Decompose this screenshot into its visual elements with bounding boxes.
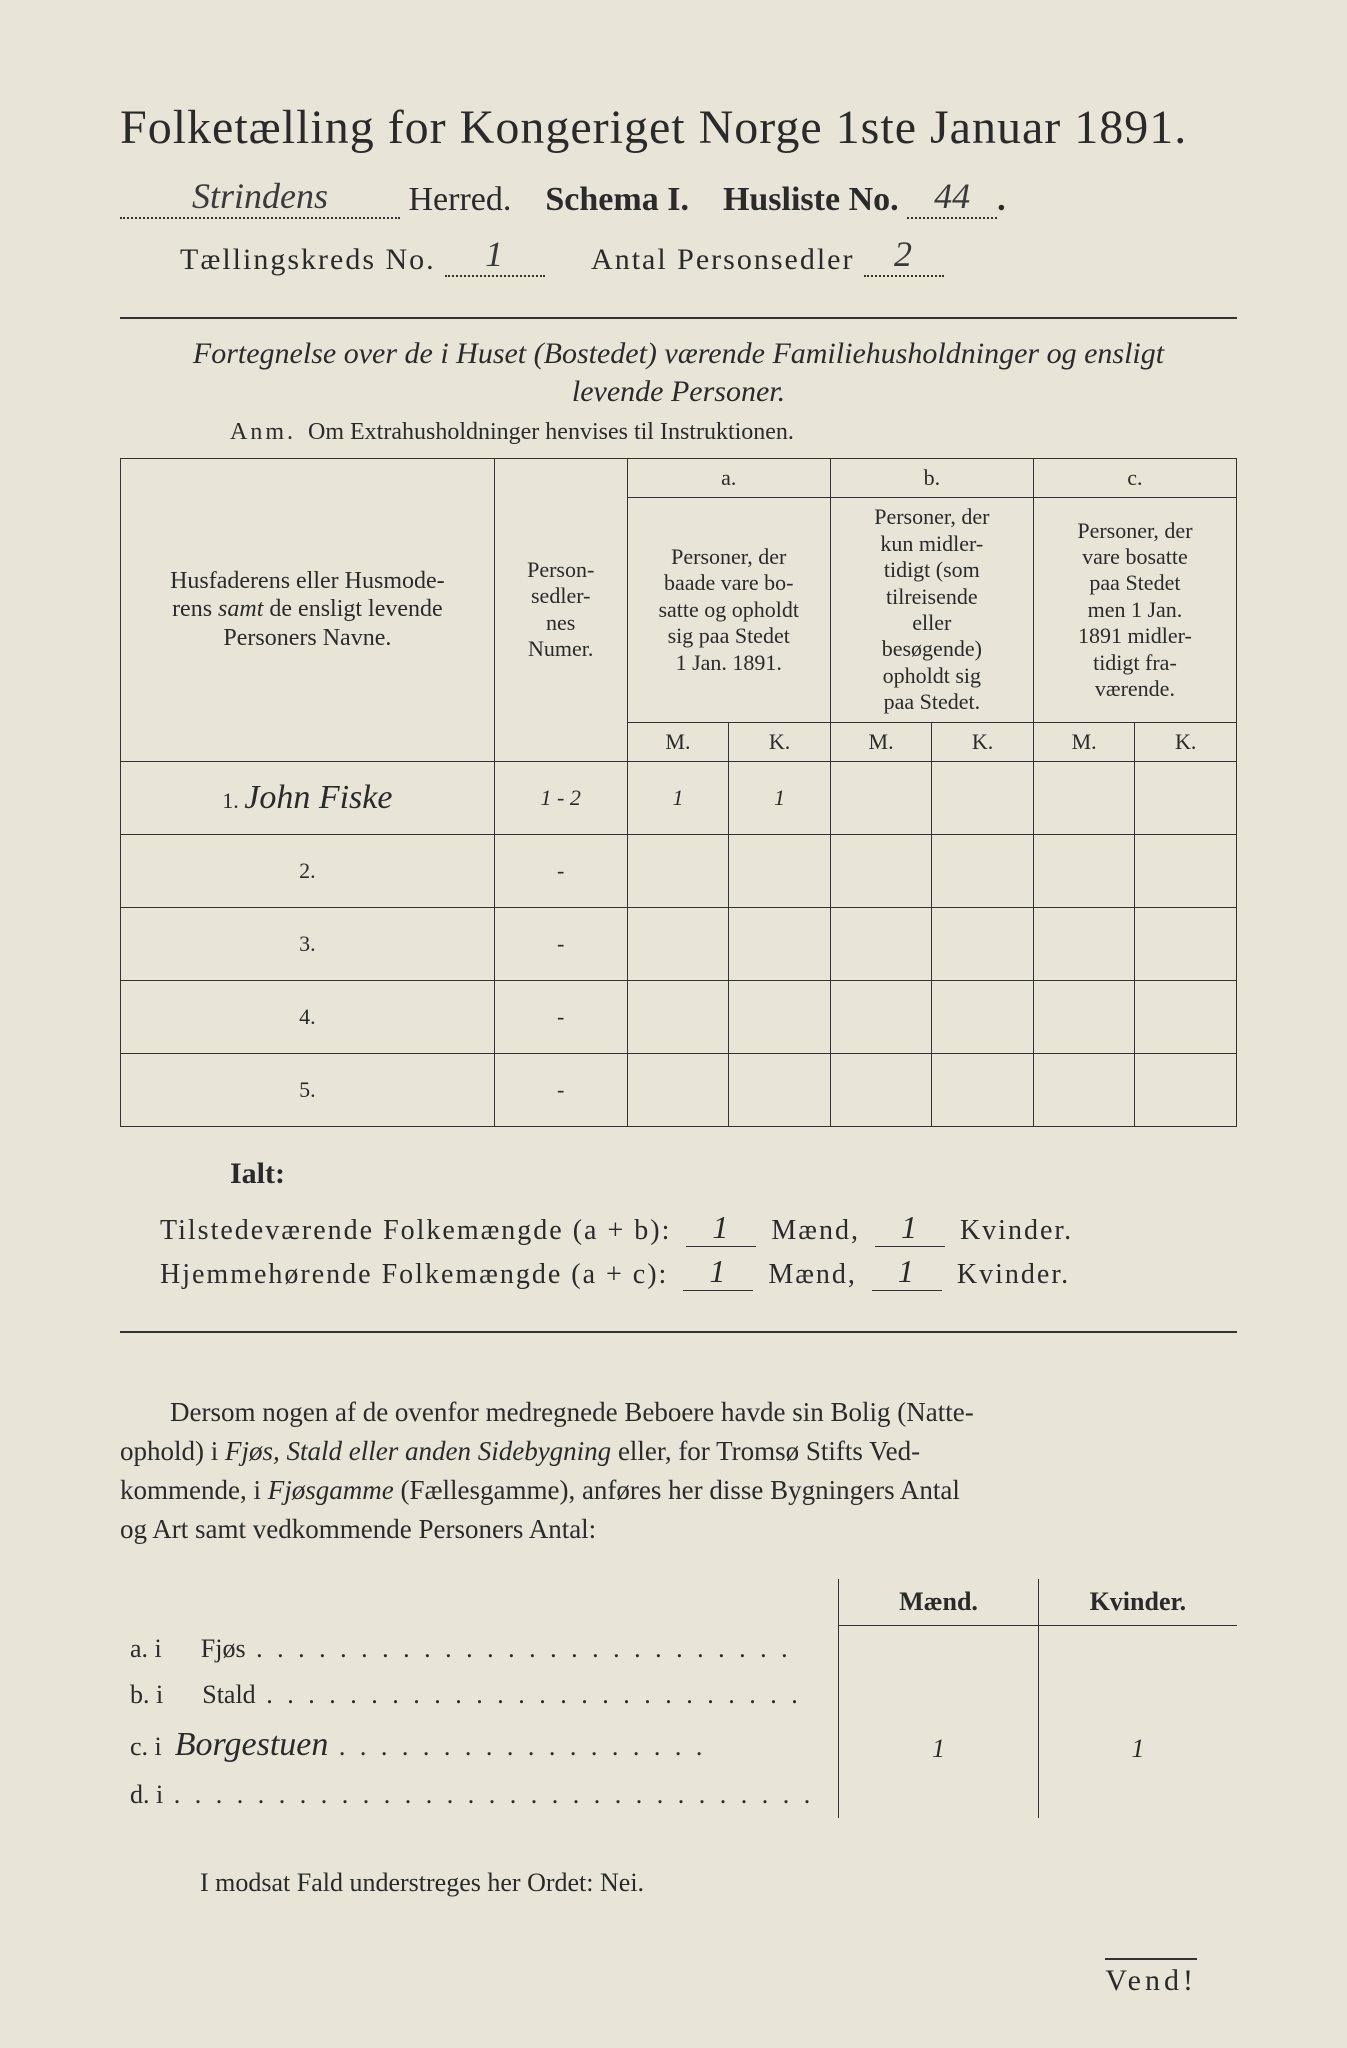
- col-a-m: M.: [627, 722, 729, 761]
- col-b-m: M.: [830, 722, 932, 761]
- husliste-field: 44: [907, 175, 997, 219]
- main-table: Husfaderens eller Husmode-rens samt de e…: [120, 458, 1237, 1127]
- sum2-m: 1: [683, 1253, 753, 1291]
- lower-maend-header: Mænd.: [839, 1579, 1038, 1626]
- col-c-k: K.: [1135, 722, 1237, 761]
- row-2-num: -: [494, 834, 627, 907]
- row-1-am: 1: [627, 761, 729, 834]
- lower-row: d. i . . . . . . . . . . . . . . . . . .…: [120, 1772, 1237, 1818]
- personsedler-field: 2: [864, 233, 944, 277]
- header-line-3: Tællingskreds No. 1 Antal Personsedler 2: [120, 233, 1237, 277]
- herred-field: Strindens: [120, 175, 400, 219]
- sum1-m: 1: [686, 1209, 756, 1247]
- sum1-label: Tilstedeværende Folkemængde (a + b):: [160, 1215, 671, 1246]
- row-2-name: 2.: [121, 834, 495, 907]
- table-row: 1. John Fiske 1 - 2 1 1: [121, 761, 1237, 834]
- row-1-num: 1 - 2: [494, 761, 627, 834]
- schema-label: Schema I.: [545, 181, 689, 218]
- husliste-label: Husliste No.: [723, 181, 899, 218]
- row-1-bm: [830, 761, 932, 834]
- row-3-name: 3.: [121, 907, 495, 980]
- census-form: Folketælling for Kongeriget Norge 1ste J…: [0, 0, 1347, 2018]
- sum-line-2: Hjemmehørende Folkemængde (a + c): 1 Mæn…: [160, 1253, 1237, 1291]
- row-1-ck: [1135, 761, 1237, 834]
- col-b-k: K.: [932, 722, 1034, 761]
- row-1-cm: [1033, 761, 1135, 834]
- col-c-top: c.: [1033, 459, 1236, 498]
- row-4-num: -: [494, 980, 627, 1053]
- table-row: 3. -: [121, 907, 1237, 980]
- sum2-k: 1: [872, 1253, 942, 1291]
- subtitle-2: levende Personer.: [120, 375, 1237, 409]
- page-title: Folketælling for Kongeriget Norge 1ste J…: [120, 100, 1237, 155]
- col-c-m: M.: [1033, 722, 1135, 761]
- sum2-label: Hjemmehørende Folkemængde (a + c):: [160, 1259, 668, 1290]
- col-name-header: Husfaderens eller Husmode-rens samt de e…: [121, 459, 495, 762]
- col-b-header: Personer, derkun midler-tidigt (somtilre…: [830, 498, 1033, 722]
- lower-row: b. i Stald . . . . . . . . . . . . . . .…: [120, 1672, 1237, 1718]
- row-4-name: 4.: [121, 980, 495, 1053]
- col-b-top: b.: [830, 459, 1033, 498]
- row-3-num: -: [494, 907, 627, 980]
- divider: [120, 1331, 1237, 1333]
- lower-row: c. i Borgestuen . . . . . . . . . . . . …: [120, 1718, 1237, 1772]
- table-row: 5. -: [121, 1053, 1237, 1126]
- divider: [120, 317, 1237, 319]
- col-a-top: a.: [627, 459, 830, 498]
- herred-label: Herred.: [409, 181, 512, 218]
- subtitle-1: Fortegnelse over de i Huset (Bostedet) v…: [120, 337, 1237, 371]
- kreds-label: Tællingskreds No.: [180, 243, 436, 276]
- sum1-k: 1: [875, 1209, 945, 1247]
- modsat-note: I modsat Fald understreges her Ordet: Ne…: [200, 1868, 1237, 1898]
- anm-note: Anm. Anm. Om Extrahusholdninger henvises…: [230, 419, 1237, 446]
- row-5-name: 5.: [121, 1053, 495, 1126]
- vend-label: Vend!: [1105, 1958, 1197, 1998]
- personsedler-label: Antal Personsedler: [591, 243, 854, 276]
- table-row: 2. -: [121, 834, 1237, 907]
- paragraph-side-buildings: Dersom nogen af de ovenfor medregnede Be…: [120, 1393, 1237, 1550]
- sum-line-1: Tilstedeværende Folkemængde (a + b): 1 M…: [160, 1209, 1237, 1247]
- table-row: 4. -: [121, 980, 1237, 1053]
- ialt-label: Ialt:: [230, 1157, 1237, 1191]
- col-c-header: Personer, dervare bosattepaa Stedetmen 1…: [1033, 498, 1236, 722]
- kreds-field: 1: [445, 233, 545, 277]
- col-a-k: K.: [729, 722, 831, 761]
- header-line-2: Strindens Herred. Schema I. Husliste No.…: [120, 175, 1237, 219]
- lower-row: a. i Fjøs . . . . . . . . . . . . . . . …: [120, 1626, 1237, 1672]
- lower-kvinder-header: Kvinder.: [1038, 1579, 1237, 1626]
- row-1-name: 1. John Fiske: [121, 761, 495, 834]
- col-num-header: Person-sedler-nesNumer.: [494, 459, 627, 762]
- row-1-ak: 1: [729, 761, 831, 834]
- row-1-bk: [932, 761, 1034, 834]
- col-a-header: Personer, derbaade vare bo-satte og opho…: [627, 498, 830, 722]
- row-5-num: -: [494, 1053, 627, 1126]
- lower-table: Mænd. Kvinder. a. i Fjøs . . . . . . . .…: [120, 1579, 1237, 1818]
